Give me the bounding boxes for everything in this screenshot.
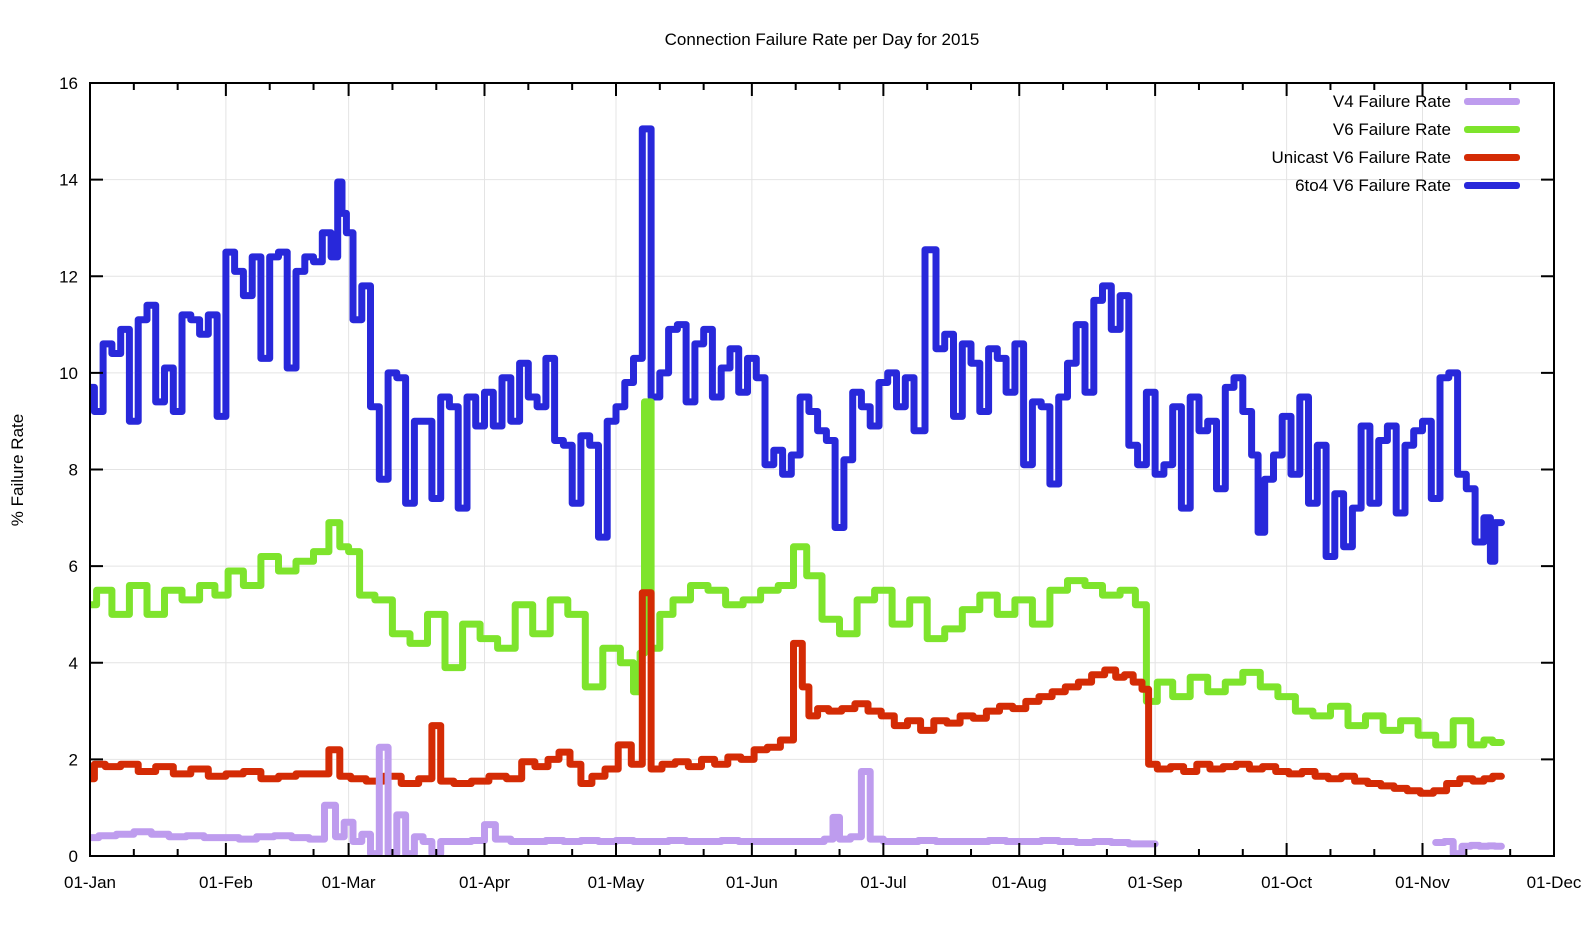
series-lines <box>90 125 1505 856</box>
y-tick-label: 10 <box>59 364 78 383</box>
x-tick-label: 01-Aug <box>992 873 1047 892</box>
series-line-6to4-v6-failure-rate <box>90 125 1505 565</box>
legend-swatch-v4-line <box>1464 98 1520 105</box>
x-tick-label: 01-Jul <box>860 873 906 892</box>
tick-labels: 0 2 4 6 8 10 12 14 16 01-Jan 01-Feb 01-Mar 01-Apr 01-… <box>59 74 1582 892</box>
x-tick-label: 01-Sep <box>1128 873 1183 892</box>
legend: V4 Failure Rate V6 Failure Rate Unicast … <box>1271 92 1520 195</box>
gridlines <box>90 83 1554 856</box>
series-line-unicast-v6-failure-rate <box>90 589 1505 797</box>
legend-item-v4: V4 Failure Rate <box>1333 92 1520 111</box>
y-tick-label: 0 <box>69 847 78 866</box>
x-tick-label: 01-Mar <box>322 873 376 892</box>
legend-label-6to4-v6: 6to4 V6 Failure Rate <box>1295 176 1451 195</box>
chart-title: Connection Failure Rate per Day for 2015 <box>664 30 980 49</box>
x-tick-label: 01-Nov <box>1395 873 1450 892</box>
y-tick-label: 14 <box>59 171 78 190</box>
y-tick-label: 12 <box>59 267 78 286</box>
x-tick-label: 01-Jan <box>64 873 116 892</box>
axes <box>89 82 1555 857</box>
y-tick-label: 6 <box>69 557 78 576</box>
legend-label-v4: V4 Failure Rate <box>1332 92 1451 111</box>
x-tick-label: 01-May <box>588 873 645 892</box>
x-tick-label: 01-Dec <box>1527 873 1582 892</box>
legend-swatch-6to4-v6-line <box>1464 182 1520 189</box>
y-tick-label: 8 <box>69 461 78 480</box>
y-tick-label: 4 <box>69 654 78 673</box>
legend-item-v6: V6 Failure Rate <box>1333 120 1520 139</box>
series-line-v6-failure-rate <box>90 398 1505 749</box>
legend-item-6to4-v6: 6to4 V6 Failure Rate <box>1295 176 1520 195</box>
legend-label-unicast-v6: Unicast V6 Failure Rate <box>1271 148 1451 167</box>
y-tick-label: 2 <box>69 750 78 769</box>
y-tick-label: 16 <box>59 74 78 93</box>
series-line-v4-failure-rate <box>90 743 1159 856</box>
x-tick-label: 01-Jun <box>726 873 778 892</box>
legend-swatch-v6-line <box>1464 126 1520 133</box>
series-line-v4-failure-rate <box>1432 838 1505 856</box>
legend-label-v6: V6 Failure Rate <box>1332 120 1451 139</box>
x-tick-label: 01-Apr <box>459 873 510 892</box>
x-tick-label: 01-Feb <box>199 873 253 892</box>
x-tick-label: 01-Oct <box>1261 873 1312 892</box>
legend-item-unicast-v6: Unicast V6 Failure Rate <box>1271 148 1520 167</box>
legend-swatch-unicast-v6-line <box>1464 154 1520 161</box>
